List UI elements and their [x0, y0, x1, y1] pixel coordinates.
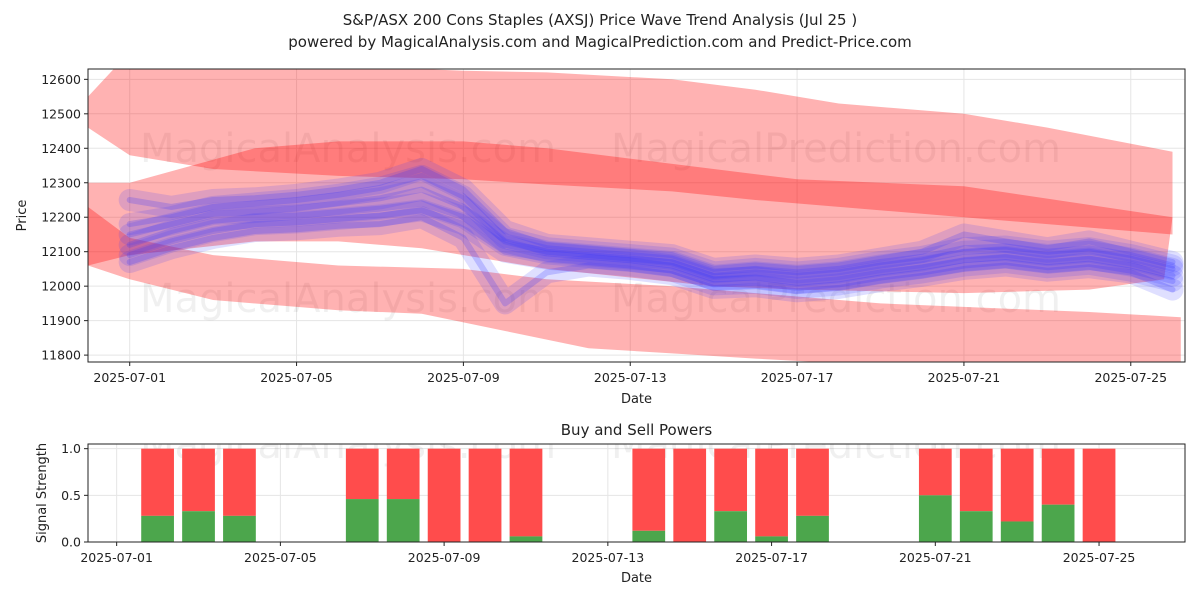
x-axis-label: Date: [621, 392, 652, 407]
sell-power-bar: [1082, 448, 1116, 542]
buy-power-bar: [714, 511, 748, 542]
buy-power-bar: [223, 515, 256, 542]
watermark-text: MagicalAnalysis.com: [140, 276, 556, 322]
y-tick-label: 11900: [41, 313, 81, 328]
chart-title: S&P/ASX 200 Cons Staples (AXSJ) Price Wa…: [343, 11, 857, 29]
sell-power-bar: [1041, 448, 1075, 505]
sell-power-bar: [796, 448, 829, 516]
buy-power-bar: [345, 499, 379, 542]
y-tick-label: 12200: [41, 210, 81, 225]
sell-power-bar: [673, 448, 707, 542]
y-tick-label: 0.0: [61, 535, 81, 550]
buy-power-bar: [509, 536, 543, 542]
wave-6-line: [126, 166, 1176, 272]
y-tick-label: 0.5: [61, 488, 81, 503]
sell-power-bar: [468, 448, 502, 542]
x-axis-label: Date: [621, 571, 652, 586]
x-tick-label: 2025-07-09: [408, 550, 481, 565]
y-tick-label: 12600: [41, 72, 81, 87]
y-tick-label: 12500: [41, 106, 81, 121]
sell-power-bar: [509, 448, 543, 537]
wave-4-band: [118, 164, 1184, 284]
x-tick-label: 2025-07-17: [761, 370, 834, 385]
y-tick-label: 12100: [41, 244, 81, 259]
sell-power-bar: [632, 448, 666, 531]
wave-2-line: [126, 186, 1176, 279]
wave-3-band: [118, 199, 1184, 299]
y-tick-label: 1.0: [61, 441, 81, 456]
sell-power-bar: [755, 448, 788, 537]
plot-area: MagicalAnalysis.com MagicalPrediction.com: [88, 444, 1185, 542]
buy-power-bar: [918, 495, 952, 542]
wave-5-line: [126, 214, 1176, 307]
x-tick-label: 2025-07-21: [899, 550, 972, 565]
x-tick-label: 2025-07-25: [1063, 550, 1136, 565]
upper-channel: [88, 69, 1173, 235]
watermark-text: MagicalPrediction.com: [611, 276, 1061, 322]
x-tick-label: 2025-07-13: [594, 370, 667, 385]
sell-power-bar: [918, 448, 952, 496]
x-tick-label: 2025-07-25: [1094, 370, 1167, 385]
price-wave-panel: MagicalAnalysis.com MagicalPrediction.com…: [15, 68, 1186, 407]
buy-sell-panel: Buy and Sell Powers MagicalAnalysis.com Ma…: [35, 421, 1186, 586]
wave-1-line: [126, 200, 1176, 286]
top-axes-frame: [87, 68, 1186, 363]
y-tick-label: 12000: [41, 279, 81, 294]
middle-channel: [88, 141, 1173, 294]
sell-power-bar: [386, 448, 420, 500]
buy-power-bar: [386, 499, 420, 542]
sell-power-bar: [427, 448, 461, 542]
x-tick-label: 2025-07-13: [572, 550, 645, 565]
sell-power-bar: [714, 448, 748, 512]
y-tick-label: 11800: [41, 348, 81, 363]
y-tick-label: 12300: [41, 175, 81, 190]
sell-power-bar: [959, 448, 993, 512]
y-tick-label: 12400: [41, 141, 81, 156]
x-tick-label: 2025-07-09: [427, 370, 500, 385]
y-axis-label: Price: [15, 200, 30, 232]
y-axis-label: Signal Strength: [35, 443, 50, 543]
lower-channel: [88, 206, 1181, 362]
sell-power-bar: [141, 448, 174, 516]
sell-power-bar: [1000, 448, 1034, 522]
wave-6-band: [118, 158, 1184, 280]
wave-2-band: [118, 178, 1184, 287]
panel-title: Buy and Sell Powers: [561, 421, 713, 439]
x-tick-label: 2025-07-05: [244, 550, 317, 565]
buy-power-bar: [1041, 504, 1075, 542]
buy-power-bar: [141, 515, 174, 542]
wave-5-band: [118, 206, 1184, 315]
buy-power-bar: [632, 530, 666, 542]
wave-1-band: [118, 192, 1184, 294]
plot-area: MagicalAnalysis.com MagicalPrediction.com…: [88, 69, 1185, 362]
chart-subtitle: powered by MagicalAnalysis.com and Magic…: [288, 33, 912, 51]
buy-power-bar: [959, 511, 993, 542]
buy-power-bar: [796, 515, 829, 542]
x-tick-label: 2025-07-01: [93, 370, 166, 385]
x-tick-label: 2025-07-01: [80, 550, 153, 565]
x-tick-label: 2025-07-05: [260, 370, 333, 385]
x-tick-label: 2025-07-17: [735, 550, 808, 565]
wave-4-line: [126, 172, 1176, 276]
watermark-text: MagicalAnalysis.com: [140, 126, 556, 172]
x-tick-label: 2025-07-21: [928, 370, 1001, 385]
wave-3-line: [126, 207, 1176, 291]
watermark-text: MagicalPrediction.com: [611, 126, 1061, 172]
bottom-axes-frame: [87, 443, 1186, 543]
sell-power-bar: [223, 448, 256, 516]
sell-power-bar: [182, 448, 215, 512]
buy-power-bar: [1000, 521, 1034, 542]
sell-power-bar: [345, 448, 379, 500]
buy-power-bar: [755, 536, 788, 542]
buy-power-bar: [182, 511, 215, 542]
